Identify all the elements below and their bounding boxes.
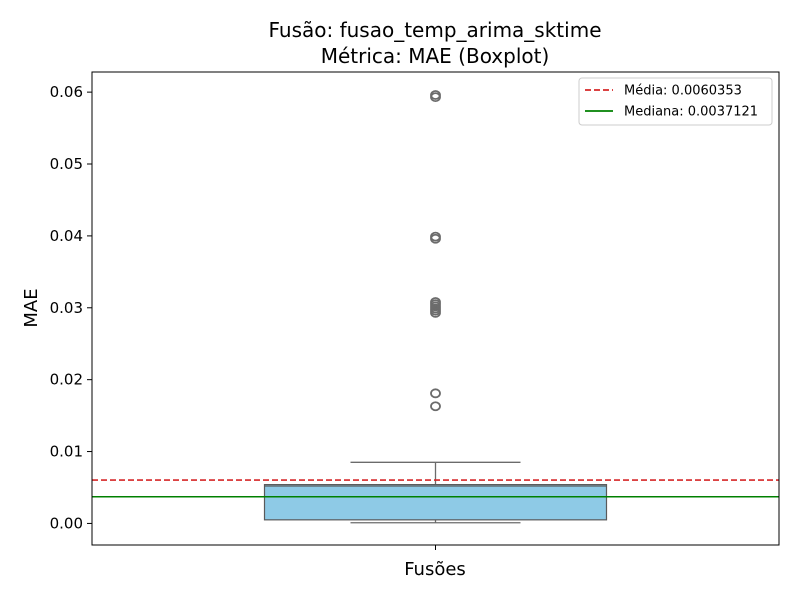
outlier-point [430, 401, 441, 412]
box-iqr [263, 484, 608, 521]
legend-label: Mediana: 0.0037121 [624, 105, 758, 120]
x-axis-label: Fusões [404, 559, 466, 580]
legend: Média: 0.0060353 Mediana: 0.0037121 [578, 77, 773, 126]
y-axis: 0.00 0.01 0.02 0.03 0.04 0.05 0.06 [50, 83, 436, 550]
y-axis-label: MAE [21, 288, 42, 327]
y-tick-label: 0.00 [50, 514, 83, 532]
legend-box [578, 77, 773, 126]
y-tick-label: 0.03 [50, 299, 83, 317]
chart-subtitle: Métrica: MAE (Boxplot) [321, 44, 550, 68]
plot-area [91, 71, 780, 546]
outlier-point [430, 231, 441, 242]
y-tick-label: 0.02 [50, 371, 83, 389]
outlier-point [430, 90, 441, 100]
y-tick-label: 0.04 [50, 227, 83, 245]
y-tick-label: 0.01 [50, 443, 83, 461]
outlier-point [430, 297, 441, 307]
outlier-point [430, 388, 441, 399]
y-tick-label: 0.06 [50, 83, 83, 101]
legend-label: Média: 0.0060353 [624, 84, 742, 99]
chart-title: Fusão: fusao_temp_arima_sktime [268, 18, 601, 42]
y-tick-label: 0.05 [50, 155, 83, 173]
